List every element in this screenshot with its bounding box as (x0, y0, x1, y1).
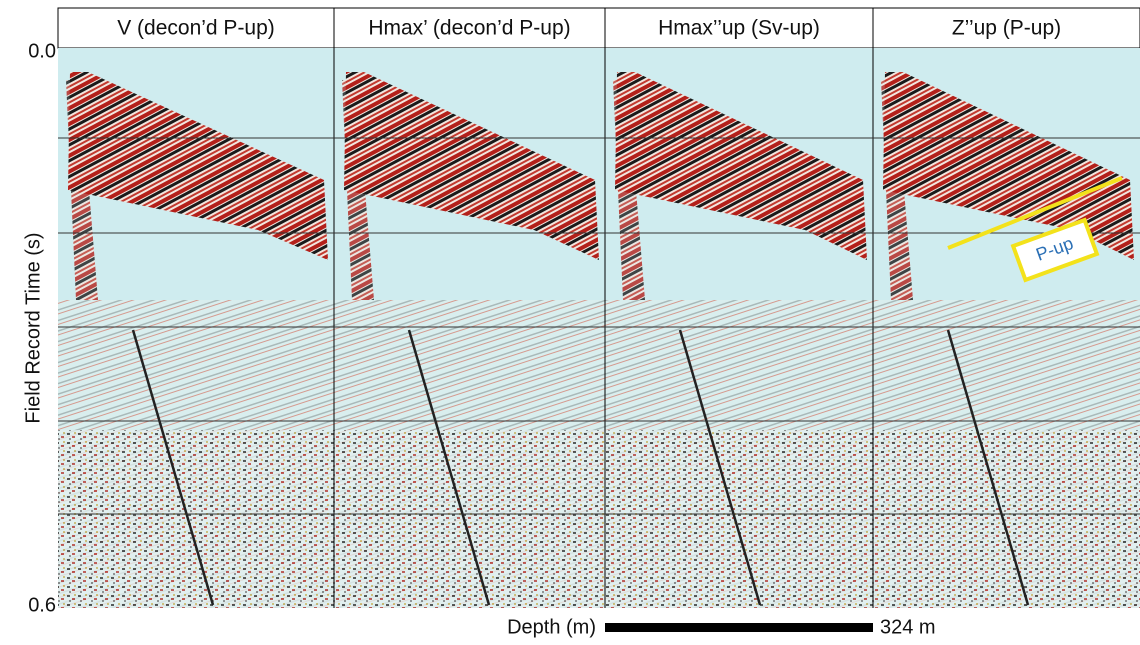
panel-title: Z’’up (P-up) (952, 17, 1061, 40)
scale-bar (605, 623, 873, 632)
panel-noise (334, 430, 605, 608)
panel-edge (66, 80, 98, 300)
scale-bar-length: 324 m (880, 616, 936, 638)
panel-event (678, 329, 762, 606)
panel-noise (605, 430, 873, 608)
annotation-line (947, 176, 1123, 250)
header-row (57, 7, 1140, 49)
panel-wedge (344, 72, 599, 260)
panel-wedge (68, 72, 328, 260)
panel-edge (613, 80, 645, 300)
panel-event (407, 329, 491, 606)
panel-edge (342, 80, 374, 300)
panel-edge (881, 80, 913, 300)
panel-noise (58, 430, 334, 608)
y-tick-label: 0.6 (28, 594, 56, 616)
panel-title: V (decon’d P-up) (117, 17, 275, 40)
y-axis-label: Field Record Time (s) (22, 232, 44, 423)
panel-noise (873, 430, 1140, 608)
annotation-box: P-up (1010, 217, 1100, 283)
panel-event (946, 329, 1030, 606)
panel-title: Hmax’’up (Sv-up) (658, 17, 820, 40)
annotation-frame (1010, 217, 1100, 283)
scale-bar-label: Depth (m) (507, 616, 596, 638)
panel-title: Hmax’ (decon’d P-up) (368, 17, 570, 40)
y-tick-label: 0.0 (28, 40, 56, 62)
panel-event (131, 329, 215, 606)
panel-wedge (615, 72, 867, 260)
panel-wedge (883, 72, 1134, 260)
